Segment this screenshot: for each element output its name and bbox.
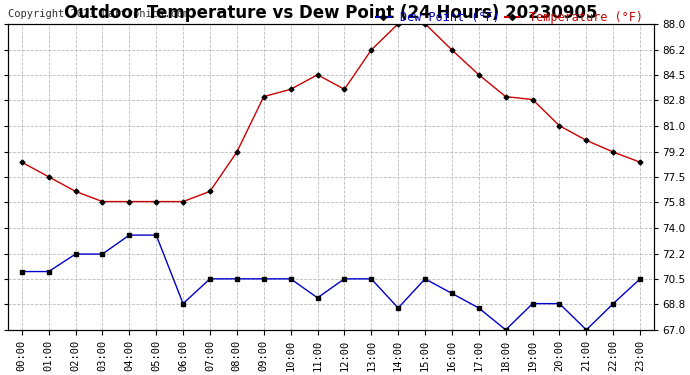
Text: Copyright 2023 Cartronics.com: Copyright 2023 Cartronics.com bbox=[8, 9, 190, 19]
Title: Outdoor Temperature vs Dew Point (24 Hours) 20230905: Outdoor Temperature vs Dew Point (24 Hou… bbox=[64, 4, 598, 22]
Legend: Dew Point (°F), Temperature (°F): Dew Point (°F), Temperature (°F) bbox=[371, 7, 648, 29]
